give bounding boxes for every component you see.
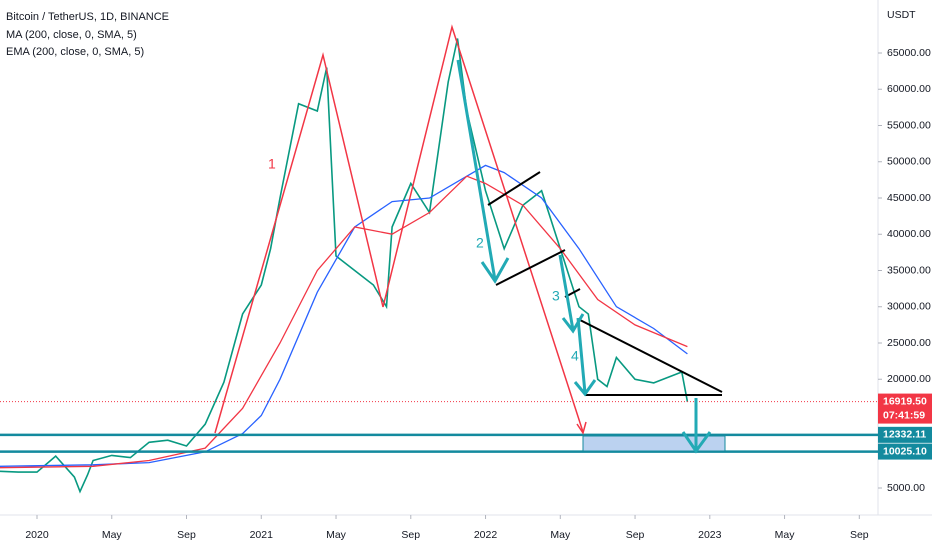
x-tick-label: Sep: [626, 529, 645, 541]
x-tick-label: May: [550, 529, 571, 541]
price-line: [0, 38, 689, 494]
drawings: [214, 24, 726, 454]
cyan-arrow: [558, 254, 585, 334]
level-label: 10025.10: [883, 445, 927, 457]
x-tick-label: May: [775, 529, 796, 541]
x-tick-label: 2022: [474, 529, 498, 541]
series-layer: [0, 38, 878, 494]
level-label: 12332.11: [883, 429, 926, 441]
trend-line: [495, 249, 566, 286]
level-tag: [878, 426, 932, 443]
y-tick-label: 35000.00: [887, 264, 931, 276]
x-tick-label: 2020: [25, 529, 49, 541]
y-tick-label: 30000.00: [887, 301, 931, 313]
y-tick-label: 25000.00: [887, 337, 931, 349]
y-tick-label: 20000.00: [887, 373, 931, 385]
red-wave-line: [214, 24, 584, 434]
trend-line: [487, 171, 541, 206]
y-tick-label: 50000.00: [887, 156, 931, 168]
level-tag: [878, 443, 932, 460]
annotation: 4: [571, 348, 579, 364]
annotation: 1: [268, 156, 276, 172]
x-tick-label: Sep: [177, 529, 196, 541]
annotation: 2: [476, 235, 484, 251]
cyan-arrow: [573, 317, 597, 397]
y-tick-label: 45000.00: [887, 192, 931, 204]
indicator-label: MA (200, close, 0, SMA, 5): [6, 29, 137, 41]
red-arrowhead: [576, 421, 587, 435]
x-tick-label: 2021: [250, 529, 274, 541]
x-tick-label: Sep: [401, 529, 420, 541]
current-price-label: 16919.50: [883, 395, 927, 407]
indicator-label: EMA (200, close, 0, SMA, 5): [6, 46, 144, 58]
x-tick-label: May: [326, 529, 347, 541]
countdown: 07:41:59: [883, 409, 925, 421]
y-tick-label: 60000.00: [887, 83, 931, 95]
trend-line: [579, 319, 723, 393]
y-tick-label: 55000.00: [887, 119, 931, 131]
cyan-arrow: [456, 59, 510, 284]
cyan-arrow: [681, 398, 712, 454]
y-tick-label: 5000.00: [887, 482, 925, 494]
y-tick-label: 40000.00: [887, 228, 931, 240]
price-tag: [878, 393, 932, 424]
axis-unit: USDT: [887, 9, 916, 21]
x-tick-label: Sep: [850, 529, 869, 541]
x-tick-label: May: [102, 529, 123, 541]
x-tick-label: 2023: [698, 529, 722, 541]
y-tick-label: 65000.00: [887, 47, 931, 59]
chart-title: Bitcoin / TetherUS, 1D, BINANCE: [6, 11, 169, 23]
annotation: 3: [552, 288, 560, 304]
